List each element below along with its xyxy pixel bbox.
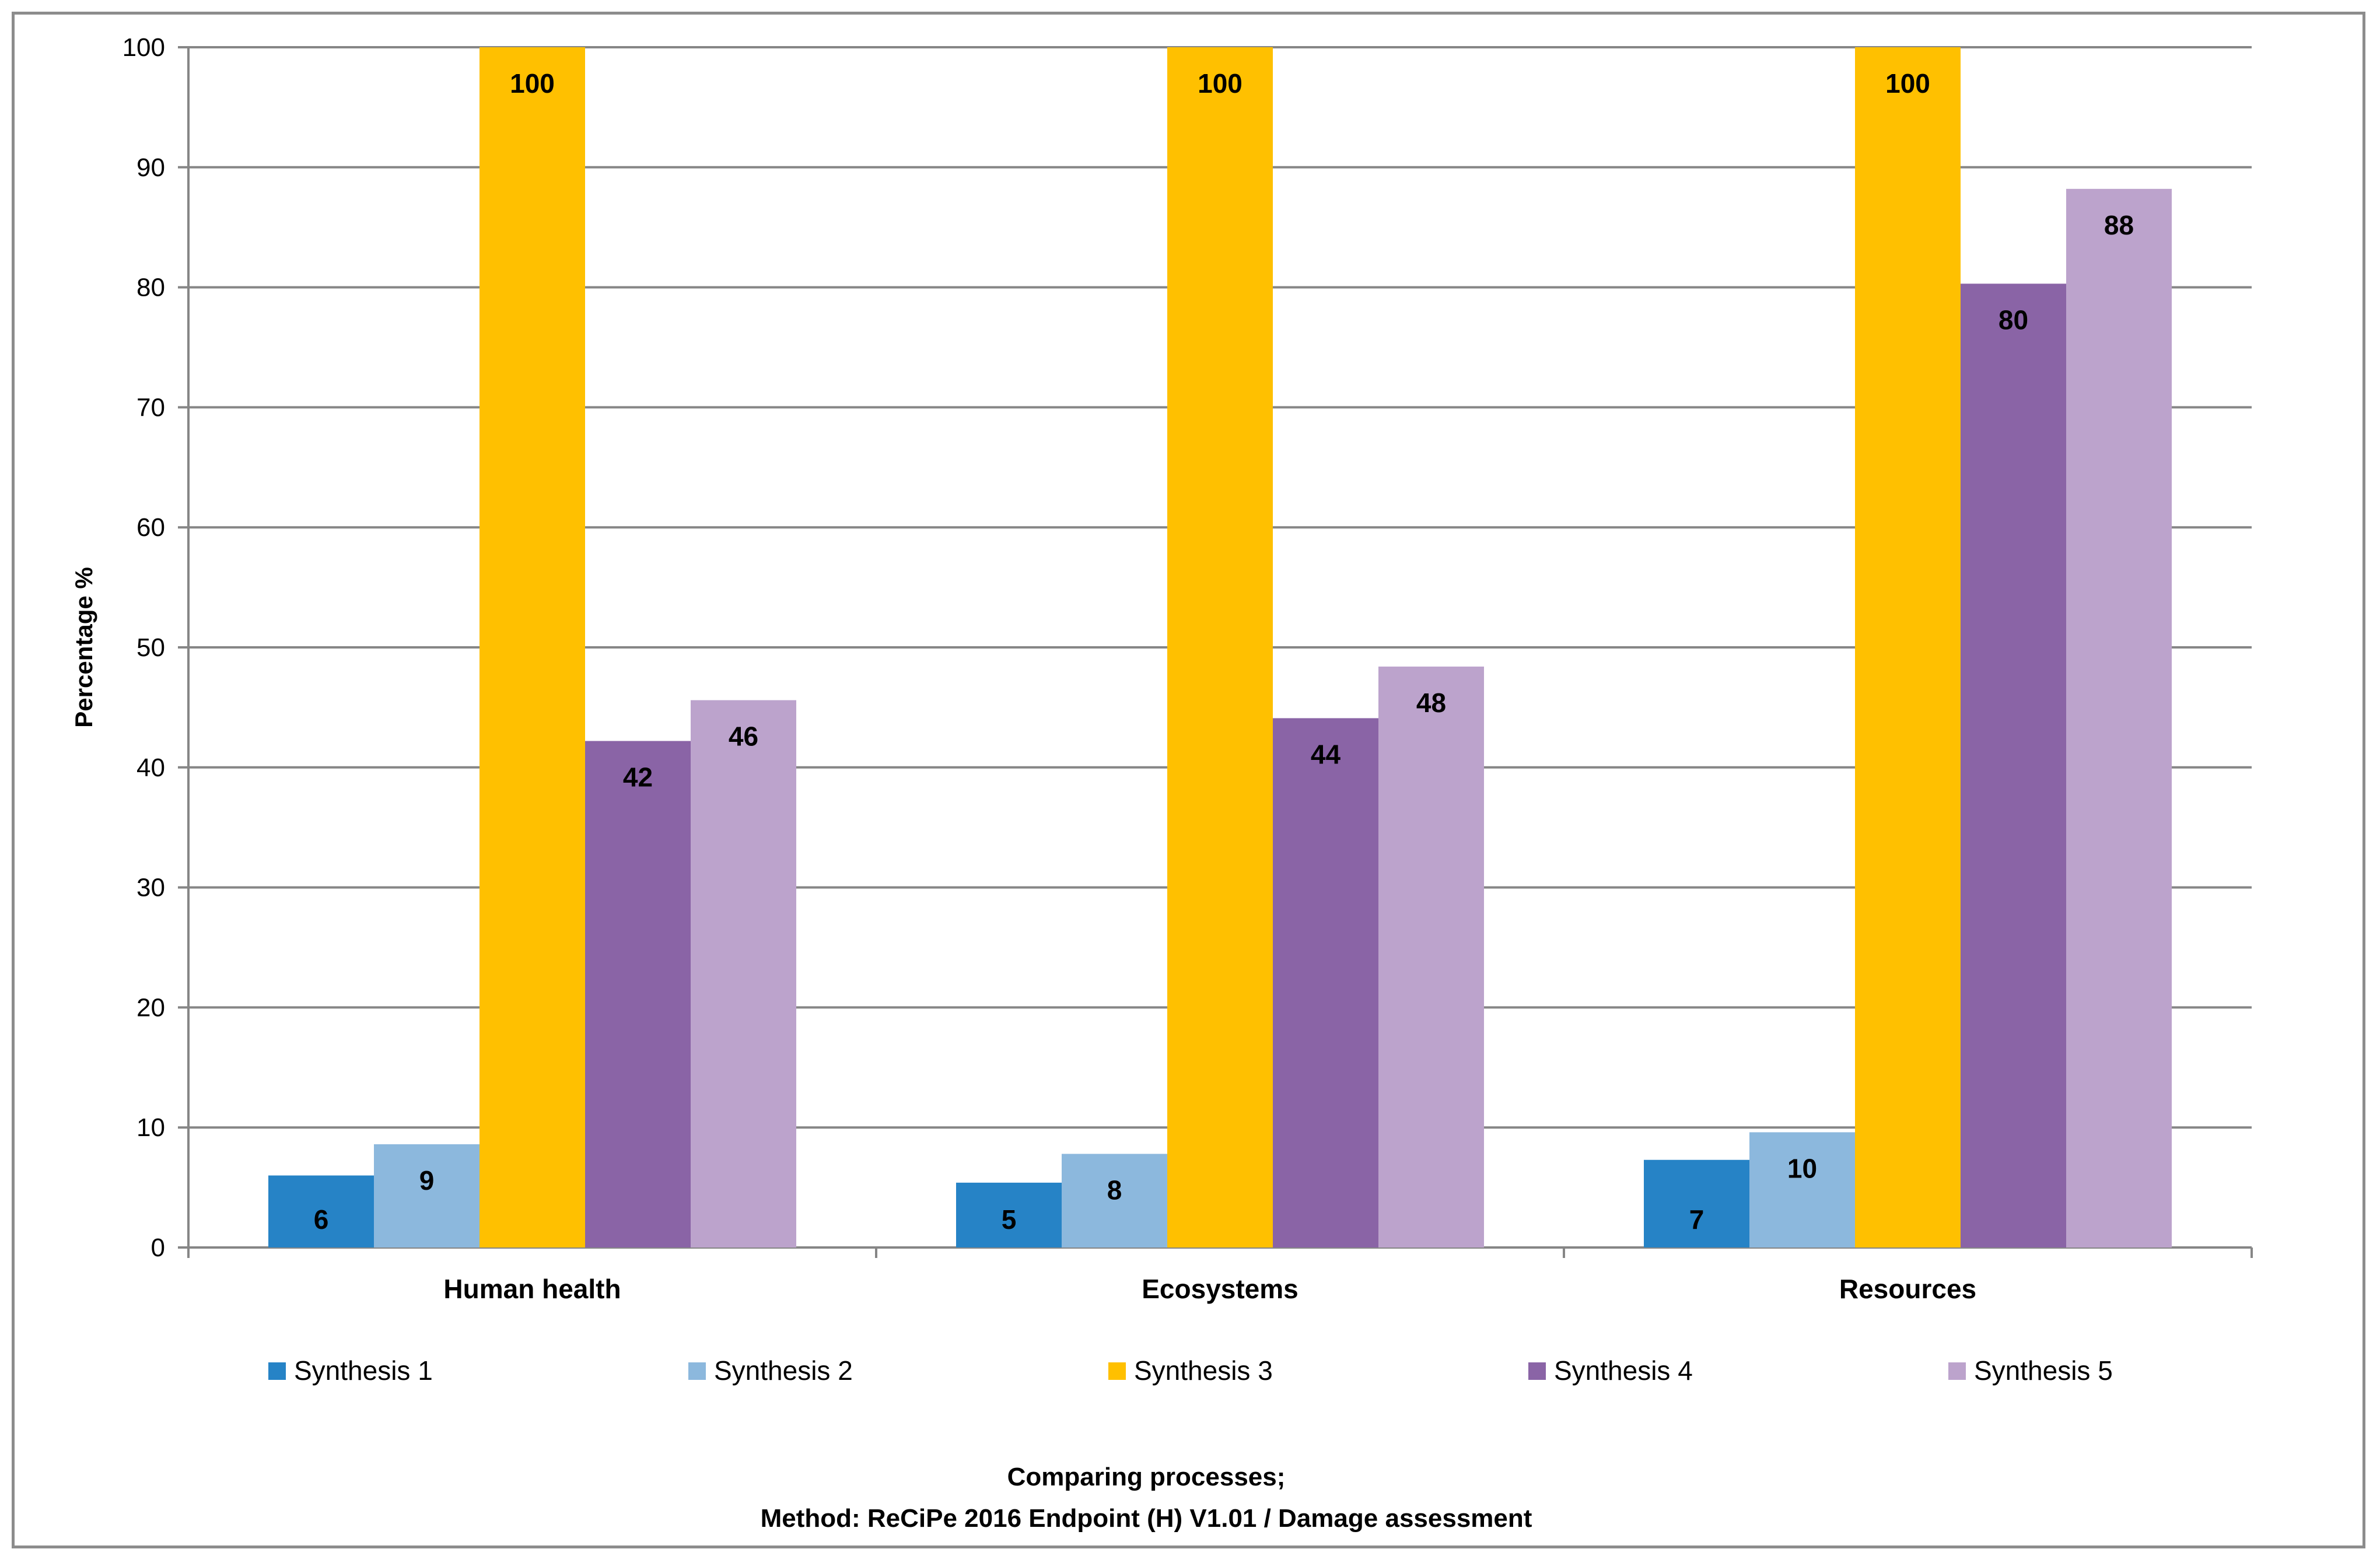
bar-synthesis-2-resources: [1749, 1132, 1855, 1247]
data-label: 10: [1787, 1153, 1817, 1183]
bar-synthesis-3-human-health: [480, 47, 585, 1247]
y-tick-label: 80: [136, 274, 165, 302]
data-label: 46: [729, 721, 758, 752]
x-category-label: Resources: [1839, 1274, 1976, 1304]
legend-swatch-2: [688, 1362, 706, 1380]
bar-synthesis-4-resources: [1961, 283, 2066, 1247]
legend-swatch-5: [1948, 1362, 1966, 1380]
y-tick-label: 70: [136, 393, 165, 422]
y-tick-label: 20: [136, 993, 165, 1022]
data-label: 6: [314, 1204, 329, 1235]
data-label: 80: [1999, 304, 2028, 335]
bar-synthesis-4-human-health: [585, 741, 691, 1247]
legend: Synthesis 1 Synthesis 2 Synthesis 3 Synthes…: [268, 1355, 2113, 1386]
legend-swatch-4: [1528, 1362, 1546, 1380]
bar-synthesis-2-ecosystems: [1062, 1154, 1167, 1247]
bar-synthesis-5-resources: [2066, 188, 2172, 1247]
x-category-label: Human health: [443, 1274, 621, 1304]
data-labels: 6 9 100 42 46 5 8 100 44 48 7 10 100 80 88: [314, 68, 2134, 1235]
data-label: 100: [1198, 68, 1242, 99]
legend-label-3: Synthesis 3: [1134, 1355, 1273, 1386]
data-label: 100: [1885, 68, 1930, 99]
y-axis-title: Percentage %: [70, 567, 97, 727]
legend-swatch-3: [1108, 1362, 1126, 1380]
data-label: 9: [419, 1165, 435, 1196]
bars: [268, 47, 2172, 1247]
y-tick-label: 0: [151, 1233, 165, 1262]
bar-synthesis-3-ecosystems: [1167, 47, 1273, 1247]
bar-synthesis-5-ecosystems: [1378, 666, 1484, 1247]
data-label: 44: [1311, 739, 1341, 769]
legend-label-2: Synthesis 2: [714, 1355, 853, 1386]
chart-title: Comparing processes;: [1007, 1463, 1286, 1491]
data-label: 7: [1689, 1204, 1704, 1235]
bar-synthesis-3-resources: [1855, 47, 1961, 1247]
bar-synthesis-1-ecosystems: [956, 1182, 1062, 1247]
data-label: 48: [1416, 688, 1446, 718]
bar-synthesis-5-human-health: [691, 700, 796, 1247]
y-tick-label: 100: [123, 33, 165, 62]
y-tick-label: 90: [136, 153, 165, 182]
y-tick-label: 30: [136, 874, 165, 902]
legend-label-1: Synthesis 1: [294, 1355, 433, 1386]
data-label: 5: [1002, 1204, 1017, 1235]
x-category-label: Ecosystems: [1142, 1274, 1298, 1304]
legend-label-4: Synthesis 4: [1554, 1355, 1693, 1386]
data-label: 88: [2104, 210, 2134, 240]
y-tick-label: 40: [136, 754, 165, 782]
bar-synthesis-1-resources: [1644, 1159, 1749, 1247]
data-label: 42: [623, 762, 653, 793]
legend-label-5: Synthesis 5: [1974, 1355, 2113, 1386]
data-label: 100: [510, 68, 555, 99]
legend-swatch-1: [268, 1362, 286, 1380]
chart-subtitle: Method: ReCiPe 2016 Endpoint (H) V1.01 /…: [761, 1504, 1532, 1533]
bar-synthesis-2-human-health: [374, 1144, 480, 1247]
bar-synthesis-4-ecosystems: [1273, 718, 1378, 1247]
data-label: 8: [1107, 1175, 1122, 1205]
bar-synthesis-1-human-health: [268, 1175, 374, 1247]
y-tick-label: 60: [136, 513, 165, 542]
y-tick-label: 50: [136, 633, 165, 662]
y-tick-label: 10: [136, 1113, 165, 1142]
